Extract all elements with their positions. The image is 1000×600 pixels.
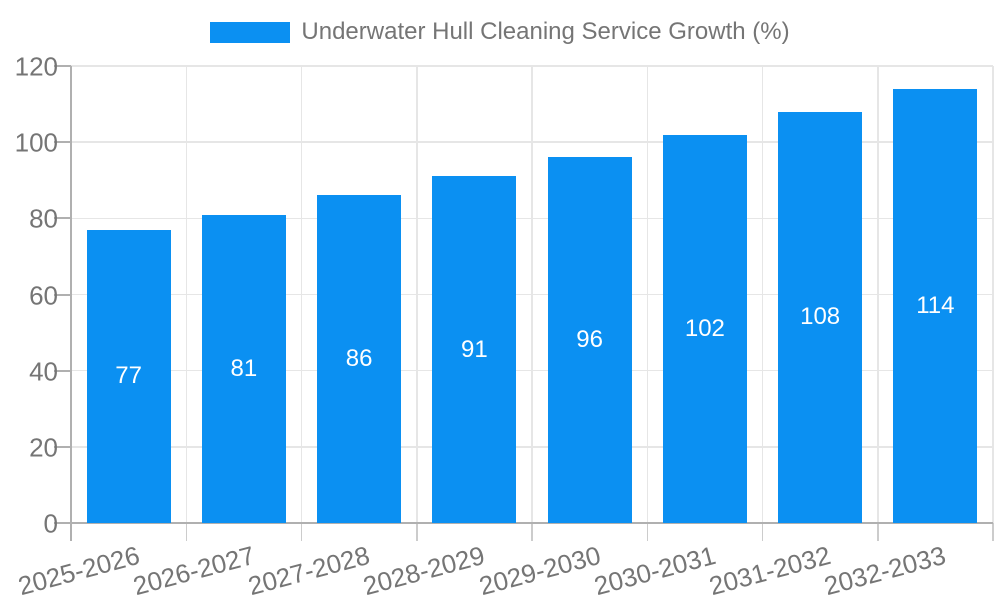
y-axis-label: 60 bbox=[29, 280, 58, 310]
x-gridline bbox=[646, 66, 648, 523]
x-gridline bbox=[761, 66, 764, 523]
x-axis-tick bbox=[646, 523, 648, 541]
x-axis-tick bbox=[761, 523, 764, 541]
y-axis-line bbox=[70, 66, 72, 523]
bar-value-label: 114 bbox=[916, 291, 955, 319]
x-gridline bbox=[185, 66, 187, 523]
x-axis-tick bbox=[531, 523, 533, 541]
bar-value-label: 108 bbox=[800, 303, 841, 331]
y-axis-label: 20 bbox=[29, 432, 58, 463]
x-axis-tick bbox=[877, 523, 879, 541]
x-axis-line bbox=[70, 522, 993, 524]
legend-color-swatch bbox=[210, 21, 291, 43]
bar[interactable] bbox=[86, 229, 171, 523]
bar-value-label: 91 bbox=[461, 335, 488, 363]
y-axis-tick bbox=[54, 369, 71, 372]
bar[interactable] bbox=[317, 195, 402, 523]
x-gridline bbox=[416, 66, 418, 523]
bar[interactable] bbox=[432, 176, 517, 523]
bar-value-label: 102 bbox=[684, 314, 725, 342]
x-axis-tick bbox=[300, 523, 303, 541]
y-axis-label: 120 bbox=[14, 51, 58, 82]
bar-value-label: 96 bbox=[576, 326, 603, 354]
bar-value-label: 81 bbox=[230, 354, 258, 382]
chart-legend: Underwater Hull Cleaning Service Growth … bbox=[0, 18, 1000, 46]
y-axis-tick bbox=[54, 522, 71, 524]
x-gridline bbox=[877, 66, 879, 523]
legend-label: Underwater Hull Cleaning Service Growth … bbox=[301, 18, 790, 45]
x-gridline bbox=[992, 66, 994, 523]
x-axis-tick bbox=[70, 523, 72, 541]
x-gridline bbox=[300, 66, 303, 523]
x-axis-tick bbox=[992, 523, 994, 541]
bar[interactable] bbox=[662, 134, 747, 523]
y-axis-tick bbox=[54, 141, 71, 144]
bar[interactable] bbox=[778, 111, 863, 523]
y-axis-tick bbox=[54, 65, 71, 67]
y-axis-tick bbox=[54, 293, 71, 296]
y-axis-label: 40 bbox=[29, 356, 58, 387]
bar-value-label: 86 bbox=[345, 345, 373, 373]
bar[interactable] bbox=[893, 88, 978, 523]
y-axis-label: 80 bbox=[29, 203, 58, 234]
y-axis-label: 100 bbox=[14, 127, 58, 158]
bar[interactable] bbox=[201, 214, 286, 523]
bar-value-label: 77 bbox=[115, 362, 142, 390]
y-axis-tick bbox=[54, 217, 71, 220]
y-axis-tick bbox=[54, 445, 71, 448]
bar[interactable] bbox=[547, 157, 632, 523]
x-axis-tick bbox=[416, 523, 418, 541]
x-gridline bbox=[531, 66, 533, 523]
y-axis-label: 0 bbox=[43, 508, 58, 539]
x-axis-tick bbox=[185, 523, 187, 541]
